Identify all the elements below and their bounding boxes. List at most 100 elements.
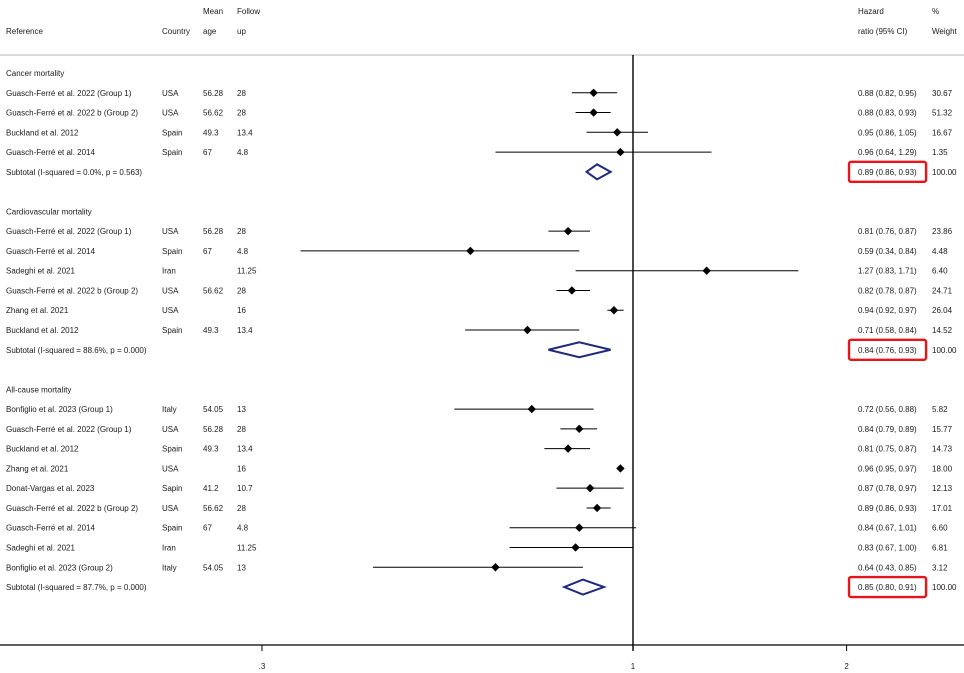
study-reference: Guasch-Ferré et al. 2022 (Group 1) xyxy=(6,425,132,434)
study-mean-age: 49.3 xyxy=(203,326,219,335)
highlight-box xyxy=(847,160,928,184)
study-weight: 17.01 xyxy=(932,504,953,513)
study-hazard-ratio: 0.83 (0.67, 1.00) xyxy=(858,543,917,552)
study-reference: Guasch-Ferré et al. 2022 b (Group 2) xyxy=(6,109,138,118)
study-country: Spain xyxy=(162,247,182,256)
study-follow-up: 4.8 xyxy=(237,524,249,533)
study-follow-up: 13.4 xyxy=(237,326,253,335)
study-follow-up: 28 xyxy=(237,504,246,513)
study-mean-age: 49.3 xyxy=(203,128,219,137)
point-estimate xyxy=(491,563,500,572)
point-estimate xyxy=(612,128,622,137)
x-axis-tick-label: 2 xyxy=(844,662,849,671)
study-follow-up: 10.7 xyxy=(237,484,253,493)
study-follow-up: 16 xyxy=(237,464,246,473)
point-estimate xyxy=(563,226,573,236)
study-country: USA xyxy=(162,109,179,118)
study-country: Iran xyxy=(162,267,176,276)
study-mean-age: 67 xyxy=(203,148,212,157)
study-follow-up: 13 xyxy=(237,405,246,414)
study-country: Spain xyxy=(162,128,182,137)
study-weight: 12.13 xyxy=(932,484,953,493)
study-follow-up: 28 xyxy=(237,286,246,295)
study-country: Italy xyxy=(162,563,177,572)
study-country: Spain xyxy=(162,148,182,157)
subtotal-diamond xyxy=(548,341,611,359)
study-country: Spain xyxy=(162,445,182,454)
study-country: USA xyxy=(162,464,179,473)
study-follow-up: 28 xyxy=(237,425,246,434)
study-mean-age: 49.3 xyxy=(203,445,219,454)
subtotal-weight: 100.00 xyxy=(932,346,957,355)
study-follow-up: 13.4 xyxy=(237,128,253,137)
header-reference: Reference xyxy=(6,27,43,36)
study-hazard-ratio: 0.95 (0.86, 1.05) xyxy=(858,128,917,137)
study-reference: Guasch-Ferré et al. 2022 b (Group 2) xyxy=(6,286,138,295)
study-hazard-ratio: 0.88 (0.82, 0.95) xyxy=(858,89,917,98)
study-mean-age: 56.62 xyxy=(203,286,224,295)
study-follow-up: 4.8 xyxy=(237,247,249,256)
study-hazard-ratio: 0.72 (0.56, 0.88) xyxy=(858,405,917,414)
study-hazard-ratio: 1.27 (0.83, 1.71) xyxy=(858,267,917,276)
study-weight: 5.82 xyxy=(932,405,948,414)
subtotal-diamond xyxy=(561,578,607,596)
study-mean-age: 56.62 xyxy=(203,109,224,118)
study-country: USA xyxy=(162,425,179,434)
x-axis-tick-label: 1 xyxy=(631,662,636,671)
study-hazard-ratio: 0.81 (0.76, 0.87) xyxy=(858,227,917,236)
point-estimate xyxy=(523,325,532,335)
header-hazard-ratio-line2: ratio (95% CI) xyxy=(858,27,908,36)
study-reference: Buckland et al. 2012 xyxy=(6,445,79,454)
study-follow-up: 28 xyxy=(237,227,246,236)
study-hazard-ratio: 0.71 (0.58, 0.84) xyxy=(858,326,917,335)
study-reference: Guasch-Ferré et al. 2014 xyxy=(6,148,95,157)
subtotal-diamond xyxy=(584,163,613,181)
study-reference: Zhang et al. 2021 xyxy=(6,306,69,315)
subtotal-label: Subtotal (I-squared = 87.7%, p = 0.000) xyxy=(6,583,147,592)
study-country: USA xyxy=(162,504,179,513)
study-hazard-ratio: 0.96 (0.64, 1.29) xyxy=(858,148,917,157)
study-weight: 3.12 xyxy=(932,563,948,572)
study-mean-age: 56.28 xyxy=(203,227,224,236)
highlight-box xyxy=(847,338,928,361)
study-follow-up: 13 xyxy=(237,563,246,572)
study-follow-up: 13.4 xyxy=(237,445,253,454)
point-estimate xyxy=(702,266,711,275)
study-hazard-ratio: 0.94 (0.92, 0.97) xyxy=(858,306,917,315)
study-hazard-ratio: 0.89 (0.86, 0.93) xyxy=(858,504,917,513)
header-mean-age-line1: Mean xyxy=(203,7,223,16)
study-follow-up: 16 xyxy=(237,306,246,315)
study-mean-age: 41.2 xyxy=(203,484,219,493)
study-mean-age: 56.62 xyxy=(203,504,224,513)
header-weight-line2: Weight xyxy=(932,27,958,36)
study-hazard-ratio: 0.81 (0.75, 0.87) xyxy=(858,445,917,454)
study-mean-age: 56.28 xyxy=(203,89,224,98)
study-reference: Guasch-Ferré et al. 2022 (Group 1) xyxy=(6,227,132,236)
subtotal-hazard-ratio: 0.89 (0.86, 0.93) xyxy=(858,168,917,177)
point-estimate xyxy=(592,503,602,513)
header-follow-up-line2: up xyxy=(237,27,246,36)
study-follow-up: 11.25 xyxy=(237,543,257,552)
header-follow-up-line1: Follow xyxy=(237,7,260,16)
header-mean-age-line2: age xyxy=(203,27,217,36)
study-weight: 6.40 xyxy=(932,267,948,276)
point-estimate xyxy=(571,543,580,552)
study-mean-age: 67 xyxy=(203,247,212,256)
plot-text-layer: Mean Follow Hazard % Reference Country age up ra… xyxy=(6,7,958,671)
study-mean-age: 67 xyxy=(203,524,212,533)
point-estimate xyxy=(609,306,619,315)
group-label: All-cause mortality xyxy=(6,385,71,394)
point-estimate xyxy=(563,444,573,453)
subtotal-weight: 100.00 xyxy=(932,583,957,592)
study-reference: Sadeghi et al. 2021 xyxy=(6,543,75,552)
header-weight-line1: % xyxy=(932,7,939,16)
study-country: Spain xyxy=(162,524,182,533)
subtotal-label: Subtotal (I-squared = 88.6%, p = 0.000) xyxy=(6,346,147,355)
study-country: Italy xyxy=(162,405,177,414)
study-reference: Bonfiglio et al. 2023 (Group 2) xyxy=(6,563,113,572)
study-mean-age: 54.05 xyxy=(203,563,224,572)
study-weight: 51.32 xyxy=(932,109,953,118)
study-weight: 6.81 xyxy=(932,543,948,552)
study-hazard-ratio: 0.82 (0.78, 0.87) xyxy=(858,286,917,295)
